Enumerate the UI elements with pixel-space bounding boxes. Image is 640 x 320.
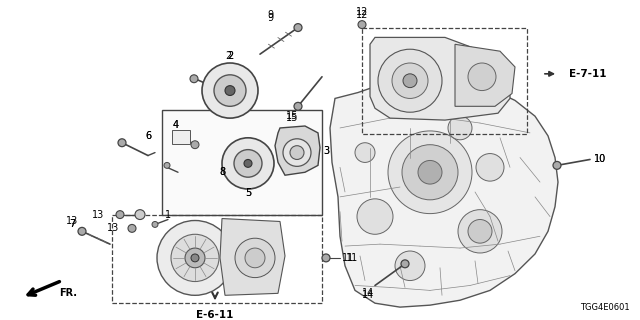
- Text: 6: 6: [145, 131, 151, 141]
- Text: E-6-11: E-6-11: [196, 310, 234, 320]
- Circle shape: [244, 159, 252, 167]
- Text: 4: 4: [173, 120, 179, 130]
- Circle shape: [553, 161, 561, 169]
- Text: 8: 8: [219, 167, 225, 177]
- Text: 10: 10: [594, 155, 606, 164]
- Circle shape: [202, 63, 258, 118]
- Circle shape: [190, 75, 198, 83]
- Text: 4: 4: [173, 120, 179, 130]
- Circle shape: [468, 220, 492, 243]
- Circle shape: [185, 248, 205, 268]
- Circle shape: [448, 116, 472, 140]
- Text: 11: 11: [342, 253, 354, 263]
- Circle shape: [283, 139, 311, 166]
- Circle shape: [118, 139, 126, 147]
- Circle shape: [191, 141, 199, 149]
- Circle shape: [214, 75, 246, 106]
- Circle shape: [294, 102, 302, 110]
- Text: 13: 13: [107, 223, 119, 233]
- Bar: [162, 110, 322, 215]
- Text: 15: 15: [286, 113, 298, 123]
- Text: 14: 14: [362, 288, 374, 298]
- Circle shape: [152, 221, 158, 228]
- Text: 6: 6: [145, 131, 151, 141]
- Text: 2: 2: [225, 51, 231, 61]
- Circle shape: [403, 74, 417, 88]
- Circle shape: [358, 21, 366, 28]
- Circle shape: [78, 228, 86, 235]
- Text: E-7-11: E-7-11: [569, 69, 607, 79]
- Text: TGG4E0601: TGG4E0601: [580, 303, 630, 312]
- Text: FR.: FR.: [59, 288, 77, 298]
- Text: 2: 2: [227, 51, 233, 61]
- Circle shape: [395, 251, 425, 281]
- Text: 12: 12: [356, 10, 368, 20]
- Circle shape: [164, 163, 170, 168]
- Text: 8: 8: [219, 167, 225, 177]
- Text: 3: 3: [323, 146, 329, 156]
- Bar: [172, 130, 190, 144]
- Text: 5: 5: [245, 188, 251, 198]
- Text: 2: 2: [227, 51, 233, 61]
- Circle shape: [245, 248, 265, 268]
- Circle shape: [476, 154, 504, 181]
- Text: 1: 1: [165, 210, 171, 220]
- Circle shape: [173, 133, 179, 139]
- Text: 13: 13: [92, 210, 104, 220]
- Text: 14: 14: [362, 290, 374, 300]
- Text: 12: 12: [356, 7, 368, 17]
- Polygon shape: [275, 126, 320, 175]
- Text: 13: 13: [66, 217, 78, 227]
- Circle shape: [191, 254, 199, 262]
- Circle shape: [116, 211, 124, 219]
- Polygon shape: [455, 44, 515, 106]
- Text: 7: 7: [69, 220, 75, 229]
- Circle shape: [388, 131, 472, 214]
- Circle shape: [235, 238, 275, 277]
- Text: 10: 10: [594, 155, 606, 164]
- Circle shape: [418, 160, 442, 184]
- Text: 3: 3: [323, 146, 329, 156]
- Text: 15: 15: [286, 111, 298, 121]
- Circle shape: [128, 224, 136, 232]
- Circle shape: [171, 234, 219, 282]
- Bar: [112, 215, 322, 303]
- Circle shape: [135, 210, 145, 220]
- Circle shape: [458, 210, 502, 253]
- Circle shape: [401, 260, 409, 268]
- Circle shape: [402, 145, 458, 200]
- Circle shape: [355, 143, 375, 163]
- Text: 9: 9: [267, 10, 273, 20]
- Circle shape: [468, 63, 496, 91]
- Text: 5: 5: [245, 188, 251, 198]
- Circle shape: [322, 254, 330, 262]
- Circle shape: [222, 138, 274, 189]
- Text: 7: 7: [69, 220, 75, 229]
- Text: 9: 9: [267, 13, 273, 23]
- Circle shape: [357, 199, 393, 234]
- Circle shape: [290, 146, 304, 159]
- Polygon shape: [370, 37, 510, 120]
- Circle shape: [234, 150, 262, 177]
- Polygon shape: [220, 219, 285, 295]
- Circle shape: [225, 86, 235, 95]
- Circle shape: [392, 63, 428, 99]
- Circle shape: [294, 24, 302, 31]
- Bar: [362, 28, 527, 134]
- Circle shape: [157, 220, 233, 295]
- Text: 11: 11: [346, 253, 358, 263]
- Polygon shape: [330, 79, 558, 307]
- Circle shape: [378, 49, 442, 112]
